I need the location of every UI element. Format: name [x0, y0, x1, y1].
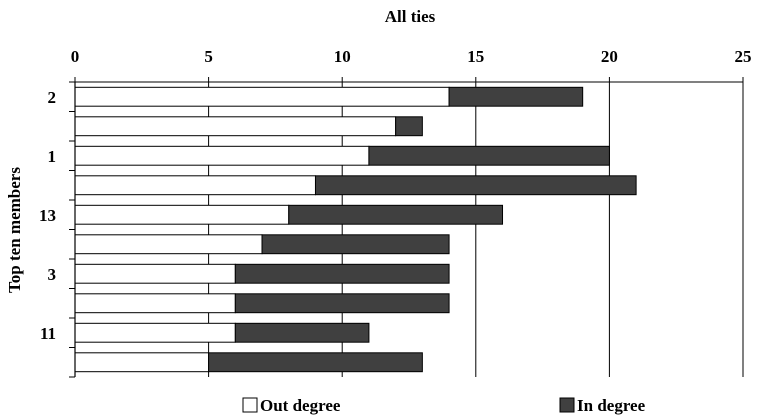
bar-in-degree-5 — [261, 234, 450, 255]
bar-out-degree-4 — [74, 204, 290, 225]
bar-in-degree-7 — [234, 293, 450, 314]
y-tick-label-4: 13 — [39, 206, 56, 225]
x-tick-label-25: 25 — [735, 47, 752, 66]
x-tick-label-15: 15 — [467, 47, 484, 66]
bar-out-degree-9 — [74, 352, 210, 373]
legend-label-out-degree: Out degree — [260, 396, 341, 415]
bar-in-degree-0 — [448, 86, 584, 107]
bar-out-degree-7 — [74, 293, 236, 314]
x-tick-label-5: 5 — [204, 47, 213, 66]
bar-out-degree-5 — [74, 234, 263, 255]
x-tick-label-10: 10 — [334, 47, 351, 66]
bar-out-degree-2 — [74, 145, 370, 166]
bar-out-degree-8 — [74, 322, 236, 343]
bar-in-degree-8 — [234, 322, 370, 343]
x-tick-label-20: 20 — [601, 47, 618, 66]
bar-in-degree-2 — [368, 145, 610, 166]
bar-in-degree-6 — [234, 263, 450, 284]
bar-out-degree-3 — [74, 175, 316, 196]
legend-swatch-out-degree — [242, 397, 258, 413]
bar-out-degree-6 — [74, 263, 236, 284]
axis-layer: 0 5 10 15 20 25 2 1 13 3 11 — [39, 47, 752, 378]
bars-layer — [74, 86, 637, 373]
y-axis-label: Top ten members — [5, 167, 24, 293]
y-tick-label-2: 1 — [48, 147, 57, 166]
legend-swatch-in-degree — [559, 397, 575, 413]
bar-out-degree-1 — [74, 116, 397, 137]
legend: Out degree In degree — [242, 396, 646, 415]
bar-in-degree-1 — [395, 116, 423, 137]
bar-in-degree-3 — [314, 175, 637, 196]
legend-label-in-degree: In degree — [577, 396, 646, 415]
bar-in-degree-9 — [208, 352, 423, 373]
x-tick-label-0: 0 — [71, 47, 80, 66]
bar-in-degree-4 — [288, 204, 504, 225]
y-tick-label-0: 2 — [48, 88, 57, 107]
y-tick-label-8: 11 — [40, 324, 56, 343]
y-tick-label-6: 3 — [48, 265, 57, 284]
bar-out-degree-0 — [74, 86, 450, 107]
chart-title: All ties — [385, 7, 436, 26]
